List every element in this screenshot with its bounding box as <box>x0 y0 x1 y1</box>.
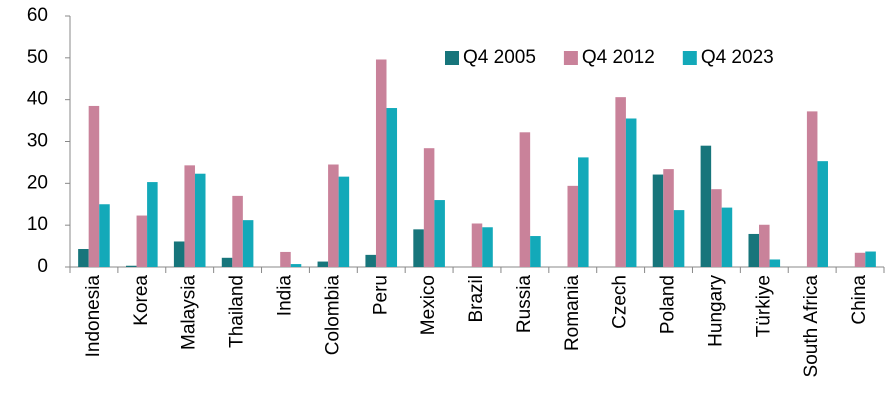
bar <box>184 165 195 267</box>
bar <box>365 254 376 267</box>
bar <box>290 264 302 267</box>
bar <box>242 220 254 267</box>
bar <box>317 261 329 267</box>
bar <box>748 233 760 267</box>
bar <box>232 195 243 267</box>
bar <box>78 249 89 267</box>
bar <box>625 118 637 267</box>
bar <box>221 257 233 267</box>
x-tick-label: Thailand <box>227 275 248 348</box>
bar <box>721 207 733 267</box>
legend-swatch <box>563 51 578 65</box>
bar <box>711 189 722 267</box>
x-tick-label: Mexico <box>418 275 439 335</box>
legend-label: Q4 2023 <box>701 47 774 68</box>
x-tick-label: India <box>274 275 295 317</box>
bar <box>136 215 148 267</box>
bar <box>471 223 483 267</box>
x-tick-label: China <box>849 275 870 325</box>
bar <box>386 108 398 268</box>
y-tick-label: 50 <box>27 47 48 68</box>
x-tick-label: Türkiye <box>753 275 774 337</box>
bar <box>413 229 424 267</box>
bar <box>759 224 770 267</box>
bar <box>567 185 579 267</box>
bar <box>578 157 589 267</box>
bar <box>806 111 818 267</box>
bar <box>328 164 339 267</box>
bar <box>865 251 876 267</box>
y-tick-label: 10 <box>27 214 48 235</box>
bar <box>519 132 531 267</box>
bar <box>423 148 435 267</box>
x-tick-label: Korea <box>131 275 152 326</box>
bar <box>194 173 206 267</box>
x-tick-label: Poland <box>658 275 679 334</box>
x-tick-label: Czech <box>610 275 631 329</box>
bar <box>673 210 685 267</box>
bar <box>280 251 291 267</box>
y-tick-label: 40 <box>27 89 48 110</box>
bar <box>817 161 828 267</box>
bar <box>375 59 387 267</box>
bar <box>769 259 781 267</box>
legend-label: Q4 2012 <box>582 47 655 68</box>
bar <box>147 182 158 267</box>
legend-label: Q4 2005 <box>463 47 536 68</box>
bar <box>530 236 541 267</box>
bar <box>854 252 866 267</box>
bar <box>126 265 137 267</box>
bar <box>338 176 350 267</box>
x-tick-label: Colombia <box>322 275 343 356</box>
bar <box>434 200 445 267</box>
legend-swatch <box>445 51 459 65</box>
bar <box>700 145 712 267</box>
y-tick-label: 60 <box>27 5 48 26</box>
bar <box>615 97 626 267</box>
x-tick-label: Romania <box>562 275 583 351</box>
bar <box>652 174 664 267</box>
bar <box>663 169 674 267</box>
x-tick-label: Hungary <box>705 275 726 347</box>
y-tick-label: 30 <box>27 131 48 152</box>
x-tick-label: Russia <box>514 275 535 334</box>
x-tick-label: Peru <box>370 275 391 315</box>
x-tick-label: Malaysia <box>179 275 200 350</box>
x-tick-label: Brazil <box>466 275 487 323</box>
bar <box>173 241 185 267</box>
bar <box>88 105 100 267</box>
x-tick-label: South Africa <box>801 275 822 378</box>
bar <box>99 204 110 267</box>
y-tick-label: 20 <box>27 172 48 193</box>
x-tick-label: Indonesia <box>83 275 104 358</box>
legend-swatch <box>682 51 697 65</box>
y-tick-label: 0 <box>37 256 48 277</box>
bar <box>482 227 493 267</box>
